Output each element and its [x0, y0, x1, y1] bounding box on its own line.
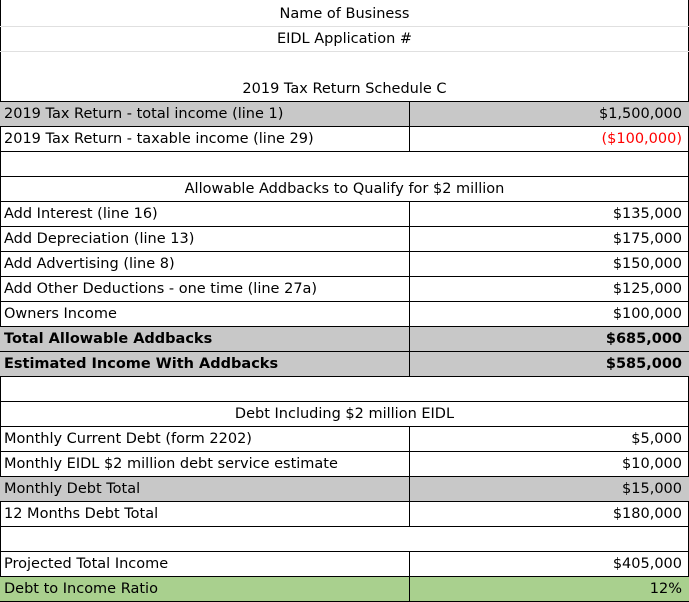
- column-divider: [409, 552, 410, 602]
- monthly-debt-total-label[interactable]: Monthly Debt Total: [0, 477, 410, 502]
- addbacks-title-row: Allowable Addbacks to Qualify for $2 mil…: [0, 177, 689, 202]
- gridline: [0, 501, 689, 502]
- eidl-application-number[interactable]: EIDL Application #: [276, 31, 413, 47]
- table-row: 2019 Tax Return - total income (line 1) …: [0, 102, 689, 127]
- gridline: [0, 376, 689, 377]
- table-row: Monthly EIDL $2 million debt service est…: [0, 452, 689, 477]
- owners-income-label[interactable]: Owners Income: [4, 306, 117, 322]
- current-debt-value[interactable]: $5,000: [631, 431, 682, 447]
- projected-income-value[interactable]: $405,000: [612, 556, 682, 572]
- eidl-debt-label[interactable]: Monthly EIDL $2 million debt service est…: [4, 456, 338, 472]
- advertising-label[interactable]: Add Advertising (line 8): [4, 256, 175, 272]
- table-row: Projected Total Income $405,000: [0, 552, 689, 577]
- debt-to-income-value[interactable]: 12%: [410, 577, 689, 602]
- table-row: Estimated Income With Addbacks $585,000: [0, 352, 689, 377]
- table-row: Monthly Current Debt (form 2202) $5,000: [0, 427, 689, 452]
- column-divider: [409, 102, 410, 152]
- depreciation-value[interactable]: $175,000: [612, 231, 682, 247]
- header-row-application: EIDL Application #: [0, 27, 689, 52]
- table-row: Total Allowable Addbacks $685,000: [0, 327, 689, 352]
- other-deductions-value[interactable]: $125,000: [612, 281, 682, 297]
- gridline: [0, 576, 689, 577]
- gridline: [0, 201, 689, 202]
- annual-debt-total-label[interactable]: 12 Months Debt Total: [4, 506, 159, 522]
- projected-income-label[interactable]: Projected Total Income: [4, 556, 169, 572]
- taxable-income-value[interactable]: ($100,000): [601, 131, 682, 147]
- business-name[interactable]: Name of Business: [279, 6, 410, 22]
- estimated-income-label[interactable]: Estimated Income With Addbacks: [0, 352, 410, 377]
- owners-income-value[interactable]: $100,000: [612, 306, 682, 322]
- total-income-value[interactable]: $1,500,000: [410, 102, 689, 127]
- table-row: Add Advertising (line 8) $150,000: [0, 252, 689, 277]
- gridline: [0, 26, 689, 27]
- advertising-value[interactable]: $150,000: [612, 256, 682, 272]
- gridline: [0, 326, 689, 327]
- header-row-business: Name of Business: [0, 2, 689, 27]
- interest-value[interactable]: $135,000: [612, 206, 682, 222]
- other-deductions-label[interactable]: Add Other Deductions - one time (line 27…: [4, 281, 318, 297]
- gridline: [0, 126, 689, 127]
- debt-title-row: Debt Including $2 million EIDL: [0, 402, 689, 427]
- schedule-c-title[interactable]: 2019 Tax Return Schedule C: [242, 81, 447, 97]
- annual-debt-total-value[interactable]: $180,000: [612, 506, 682, 522]
- gridline: [0, 176, 689, 177]
- table-row: 12 Months Debt Total $180,000: [0, 502, 689, 527]
- table-row: 2019 Tax Return - taxable income (line 2…: [0, 127, 689, 152]
- table-row: Owners Income $100,000: [0, 302, 689, 327]
- gridline: [0, 51, 689, 52]
- gridline: [0, 451, 689, 452]
- gridline: [0, 276, 689, 277]
- table-row: Add Other Deductions - one time (line 27…: [0, 277, 689, 302]
- monthly-debt-total-value[interactable]: $15,000: [410, 477, 689, 502]
- gridline: [0, 476, 689, 477]
- addbacks-title[interactable]: Allowable Addbacks to Qualify for $2 mil…: [184, 181, 505, 197]
- gridline: [0, 351, 689, 352]
- table-row: Monthly Debt Total $15,000: [0, 477, 689, 502]
- gridline: [0, 526, 689, 527]
- table-row: Debt to Income Ratio 12%: [0, 577, 689, 602]
- current-debt-label[interactable]: Monthly Current Debt (form 2202): [4, 431, 252, 447]
- gridline: [0, 551, 689, 552]
- gridline: [0, 101, 689, 102]
- debt-to-income-label[interactable]: Debt to Income Ratio: [0, 577, 410, 602]
- taxable-income-label[interactable]: 2019 Tax Return - taxable income (line 2…: [4, 131, 314, 147]
- column-divider: [409, 202, 410, 377]
- interest-label[interactable]: Add Interest (line 16): [4, 206, 158, 222]
- column-divider: [409, 427, 410, 527]
- table-row: Add Interest (line 16) $135,000: [0, 202, 689, 227]
- schedule-c-title-row: 2019 Tax Return Schedule C: [0, 77, 689, 102]
- gridline: [0, 226, 689, 227]
- gridline: [0, 251, 689, 252]
- estimated-income-value[interactable]: $585,000: [410, 352, 689, 377]
- debt-title[interactable]: Debt Including $2 million EIDL: [234, 406, 455, 422]
- eidl-debt-value[interactable]: $10,000: [622, 456, 682, 472]
- gridline: [0, 401, 689, 402]
- depreciation-label[interactable]: Add Depreciation (line 13): [4, 231, 195, 247]
- gridline: [0, 301, 689, 302]
- total-addbacks-label[interactable]: Total Allowable Addbacks: [0, 327, 410, 352]
- gridline: [0, 151, 689, 152]
- total-income-label[interactable]: 2019 Tax Return - total income (line 1): [0, 102, 410, 127]
- table-row: Add Depreciation (line 13) $175,000: [0, 227, 689, 252]
- gridline: [0, 426, 689, 427]
- total-addbacks-value[interactable]: $685,000: [410, 327, 689, 352]
